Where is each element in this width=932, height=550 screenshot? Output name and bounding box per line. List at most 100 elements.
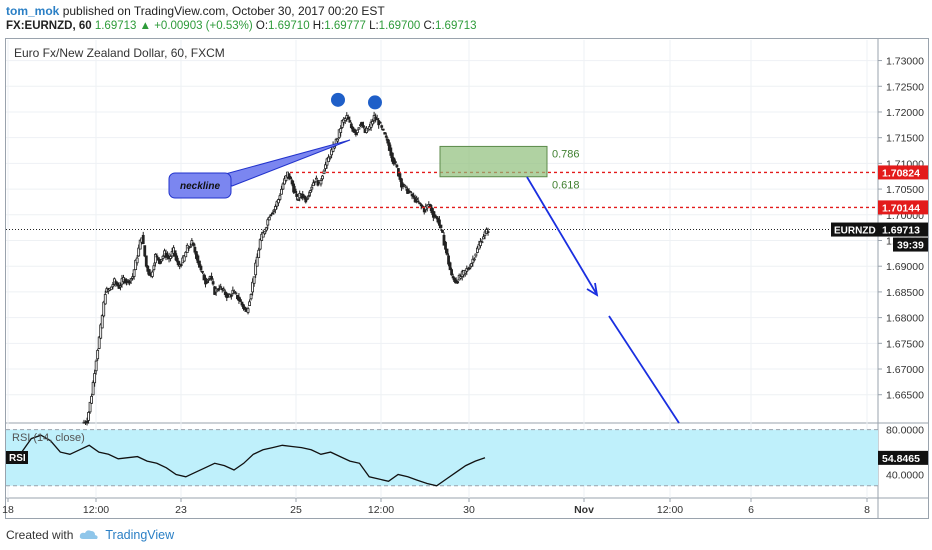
candle: [327, 156, 330, 163]
candle: [337, 129, 341, 139]
candle: [278, 195, 282, 200]
candle: [237, 296, 241, 301]
candle: [202, 274, 206, 281]
candle: [269, 214, 273, 217]
candle: [267, 216, 271, 221]
y-tick-label: 1.70500: [886, 184, 924, 196]
candle: [150, 271, 154, 277]
candle: [324, 164, 327, 169]
candle: [283, 178, 286, 185]
rsi-tick-label: 40.0000: [886, 470, 924, 482]
candle: [126, 279, 130, 282]
candle: [257, 249, 261, 259]
candle: [87, 412, 90, 421]
candle: [419, 204, 423, 207]
fib-bottom-label: 0.618: [552, 180, 580, 192]
rsi-pane: 80.0000 40.0000 RSI 54.8465: [6, 425, 928, 487]
candle: [418, 202, 422, 205]
symbol-label: FX:EURNZD, 60: [6, 20, 92, 32]
candle: [173, 250, 177, 257]
candle: [289, 176, 292, 180]
candle: [375, 118, 379, 121]
candle: [240, 301, 244, 306]
footer: Created with TradingView: [6, 528, 174, 542]
candle: [216, 289, 220, 292]
level-price-label: 1.70144: [882, 202, 920, 214]
candle: [135, 257, 139, 264]
arrow-head-icon: [586, 282, 599, 297]
candle: [129, 278, 133, 281]
x-tick-label: 12:00: [83, 504, 109, 516]
candle: [277, 199, 280, 204]
candle: [319, 180, 323, 185]
candle: [389, 147, 393, 156]
fib-zone-box: [439, 145, 548, 178]
price-axis: 1.730001.725001.720001.715001.710001.705…: [877, 38, 924, 518]
candle: [239, 299, 242, 302]
candle: [175, 255, 179, 262]
y-tick-label: 1.67000: [886, 364, 924, 376]
candle: [392, 157, 396, 165]
candle: [109, 286, 113, 290]
price-chart[interactable]: 1.730001.725001.720001.715001.710001.705…: [0, 0, 932, 520]
candle: [295, 193, 299, 197]
candle: [160, 259, 163, 262]
candle: [349, 123, 353, 128]
candle: [416, 200, 420, 203]
rsi-value-tag: [878, 450, 928, 465]
candle: [204, 277, 207, 285]
candle: [100, 315, 104, 329]
candle: [222, 288, 226, 291]
candle: [292, 183, 296, 193]
candle: [400, 178, 403, 188]
symbol-tag: [831, 222, 878, 237]
candle: [147, 269, 151, 276]
candle: [441, 229, 444, 233]
candles: [82, 111, 490, 426]
candle: [322, 170, 326, 175]
rsi-tick-label: 80.0000: [886, 425, 924, 437]
candle: [447, 255, 450, 265]
candle: [308, 190, 312, 193]
symbol-tag-label: EURNZD: [834, 226, 876, 237]
candle: [248, 301, 251, 307]
rsi-tag-label: RSI: [9, 453, 26, 464]
candle: [305, 198, 309, 200]
neckline-label: neckline: [180, 181, 220, 192]
candle: [144, 255, 148, 267]
candle: [284, 175, 288, 181]
candle: [438, 219, 441, 226]
candle: [410, 193, 414, 197]
candle: [340, 120, 344, 128]
candle: [185, 244, 189, 253]
candle: [198, 260, 201, 268]
candle: [451, 276, 455, 279]
candle: [330, 149, 333, 156]
candle: [273, 206, 277, 211]
candle: [415, 198, 419, 200]
tradingview-link[interactable]: TradingView: [105, 528, 175, 542]
candle: [366, 128, 370, 132]
candle: [450, 269, 453, 276]
candle: [195, 251, 198, 259]
candle: [404, 185, 408, 188]
candle: [182, 255, 186, 262]
candle: [433, 214, 437, 218]
candle: [374, 116, 378, 120]
high-value: 1.69777: [324, 20, 366, 32]
candle: [119, 285, 122, 288]
candle: [456, 281, 460, 284]
x-tick-label: 25: [290, 504, 302, 516]
current-price-label: 1.69713: [882, 225, 920, 237]
candle: [431, 210, 435, 218]
published-text: published on TradingView.com, October 30…: [62, 4, 385, 18]
author-link[interactable]: tom_mok: [6, 4, 60, 18]
candle: [369, 121, 373, 128]
candle: [207, 278, 210, 281]
candle: [310, 186, 314, 190]
candle: [217, 288, 221, 290]
candle: [336, 138, 340, 142]
candle: [480, 241, 484, 244]
candle: [296, 198, 300, 201]
y-tick-label: 1.72000: [886, 107, 924, 119]
